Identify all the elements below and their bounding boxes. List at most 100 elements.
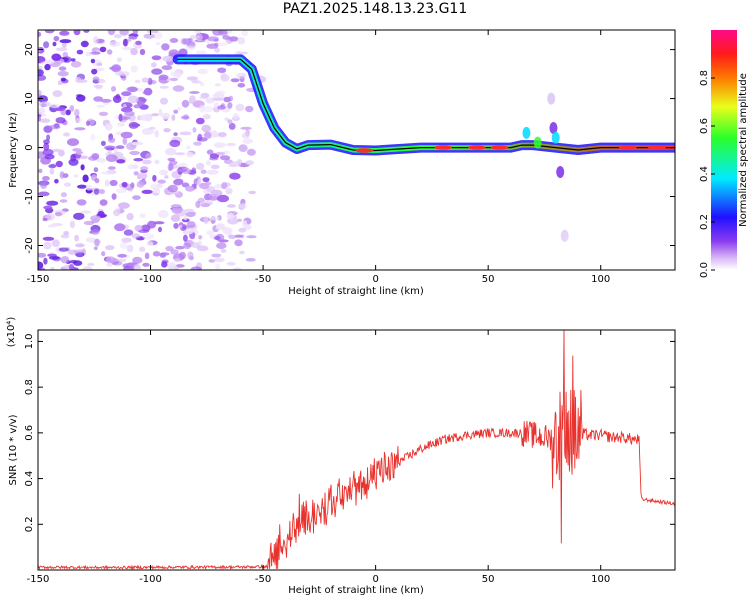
noise-blob	[245, 160, 255, 166]
noise-blob	[133, 104, 141, 109]
noise-blob	[77, 184, 87, 189]
noise-blob	[195, 50, 207, 55]
noise-blob	[54, 212, 63, 217]
noise-blob	[46, 200, 59, 206]
noise-blob	[190, 211, 197, 215]
noise-blob	[241, 132, 250, 139]
noise-blob	[60, 256, 70, 264]
noise-blob	[42, 236, 55, 241]
noise-blob	[80, 40, 89, 48]
noise-blob	[87, 262, 95, 267]
y-tick-label: 1.0	[24, 333, 35, 349]
noise-blob	[173, 132, 178, 137]
noise-blob	[113, 209, 121, 217]
noise-blob	[214, 47, 220, 53]
noise-blob	[135, 40, 142, 46]
noise-blob	[131, 164, 139, 170]
noise-blob	[178, 224, 183, 228]
noise-blob	[60, 234, 70, 239]
noise-blob	[93, 36, 99, 44]
y-tick-label: 0.8	[24, 379, 35, 395]
noise-blob	[57, 80, 63, 86]
noise-blob	[229, 172, 241, 180]
noise-blob	[119, 30, 129, 36]
noise-blob	[142, 233, 155, 240]
x-tick-label: -100	[139, 274, 162, 285]
noise-blob	[191, 242, 200, 249]
noise-blob	[42, 148, 54, 156]
noise-blob	[128, 121, 139, 129]
noise-blob	[239, 250, 245, 255]
x-tick-label: 100	[591, 574, 610, 585]
noise-blob	[52, 90, 63, 98]
colorbar: 0.0 0.2 0.4 0.6 0.8 Normalized spectral ampl…	[699, 30, 749, 278]
noise-blob	[181, 99, 190, 108]
noise-blob	[59, 39, 72, 44]
noise-blob	[74, 117, 82, 123]
noise-blob	[59, 171, 65, 179]
noise-blob	[126, 244, 134, 253]
noise-blob	[151, 113, 159, 117]
noise-blob	[105, 245, 115, 251]
noise-blob	[198, 235, 203, 240]
bottom-y-axis-label: SNR (10 * v/v)	[8, 414, 19, 485]
noise-blob	[115, 188, 127, 194]
noise-blob	[75, 94, 83, 97]
noise-blob	[195, 117, 205, 125]
noise-blob	[94, 238, 100, 247]
noise-blob	[43, 241, 52, 250]
noise-blob	[134, 79, 141, 84]
noise-blob	[106, 262, 113, 267]
noise-blob	[179, 131, 192, 136]
noise-blob	[49, 103, 61, 109]
noise-blob	[73, 260, 83, 266]
x-tick-label: 0	[372, 574, 378, 585]
noise-blob	[158, 210, 169, 218]
noise-blob	[140, 166, 149, 171]
noise-blob	[176, 107, 182, 111]
noise-blob	[116, 159, 126, 164]
noise-blob	[132, 30, 139, 35]
noise-blob	[196, 137, 208, 142]
noise-blob	[43, 257, 48, 265]
y-tick-label: 20	[24, 43, 35, 56]
noise-blob	[58, 66, 67, 71]
noise-blob	[59, 199, 68, 203]
noise-blob	[140, 114, 148, 121]
noise-blob	[76, 199, 87, 206]
noise-blob	[38, 261, 44, 270]
noise-blob	[170, 214, 181, 222]
noise-blob	[121, 181, 128, 188]
noise-blob	[91, 68, 98, 75]
noise-blob	[222, 35, 231, 40]
noise-blob	[107, 166, 116, 170]
noise-blob	[141, 128, 154, 135]
x-tick-label: -50	[255, 574, 271, 585]
noise-blob	[185, 185, 195, 192]
noise-blob	[120, 131, 133, 139]
noise-blob	[38, 267, 46, 270]
noise-blob	[167, 184, 178, 193]
noise-blob	[109, 179, 118, 187]
noise-blob	[206, 149, 214, 155]
noise-blob	[91, 153, 100, 160]
noise-blob	[217, 105, 226, 110]
noise-blob	[215, 263, 221, 270]
noise-blob	[51, 239, 60, 247]
noise-blob	[187, 251, 194, 260]
noise-blob	[142, 159, 152, 165]
noise-blob	[105, 256, 116, 264]
noise-blob	[93, 188, 100, 195]
x-tick-label: 50	[482, 274, 495, 285]
x-tick-label: -100	[139, 574, 162, 585]
noise-blob	[146, 241, 154, 247]
noise-blob	[117, 122, 125, 127]
noise-blob	[185, 45, 196, 51]
track-hotspot	[355, 148, 374, 153]
noise-blob	[228, 234, 237, 239]
noise-blob	[237, 37, 246, 45]
noise-blob	[70, 154, 76, 162]
noise-blob	[242, 138, 253, 144]
noise-blob	[83, 30, 90, 33]
colorbar-ticks: 0.0 0.2 0.4 0.6 0.8	[699, 70, 715, 278]
